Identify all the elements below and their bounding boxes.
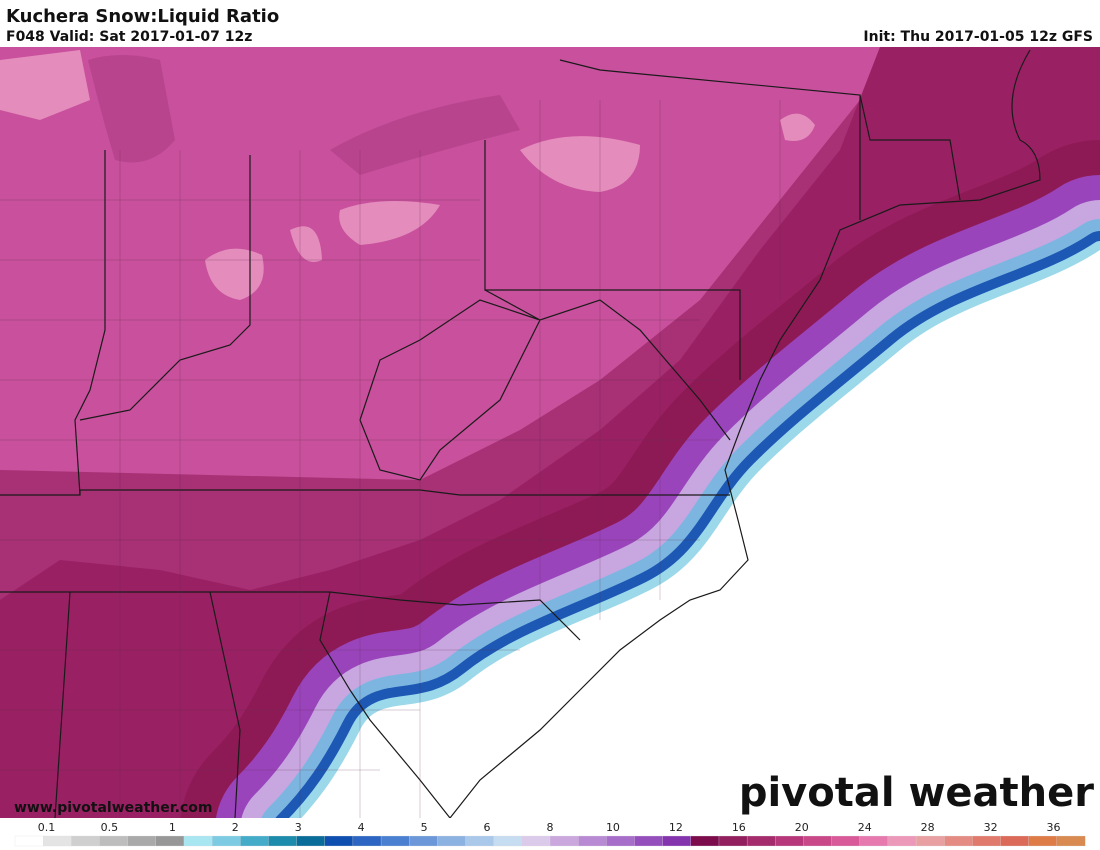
color-swatch <box>352 835 382 847</box>
colorbar-tick-label: 1 <box>169 821 176 834</box>
colorbar-tick-label: 16 <box>732 821 746 834</box>
color-swatch <box>1028 835 1058 847</box>
county-lines <box>0 100 781 818</box>
color-swatch <box>775 835 804 847</box>
color-swatch <box>1056 835 1086 847</box>
header: Kuchera Snow:Liquid Ratio F048 Valid: Sa… <box>0 0 1100 47</box>
color-swatch <box>578 835 607 847</box>
valid-time: F048 Valid: Sat 2017-01-07 12z <box>6 29 252 45</box>
init-time: Init: Thu 2017-01-05 12z GFS <box>863 29 1093 45</box>
color-swatch <box>803 835 833 847</box>
color-swatch <box>296 835 326 847</box>
color-swatch <box>240 835 269 847</box>
color-swatch <box>859 835 889 847</box>
color-swatch <box>887 835 917 847</box>
colorbar-tick-label: 8 <box>547 821 554 834</box>
color-swatch <box>690 835 720 847</box>
color-swatch <box>915 835 945 847</box>
colorbar-tick-label: 12 <box>669 821 683 834</box>
color-swatch <box>71 835 100 847</box>
color-swatch <box>662 835 692 847</box>
borders <box>0 49 1041 819</box>
colorbar-tick-label: 10 <box>606 821 620 834</box>
lake-michigan <box>88 55 175 163</box>
color-swatch <box>606 835 635 847</box>
color-swatch <box>634 835 664 847</box>
color-swatch <box>155 835 185 847</box>
title: Kuchera Snow:Liquid Ratio <box>6 6 279 27</box>
light-patches <box>0 50 815 300</box>
color-swatch <box>380 835 410 847</box>
color-swatch <box>493 835 523 847</box>
colorbar-tick-label: 2 <box>232 821 239 834</box>
color-swatch <box>1000 835 1030 847</box>
colorbar-tick-label: 24 <box>858 821 872 834</box>
logo: pivotal weather <box>739 770 1094 816</box>
color-swatch <box>268 835 298 847</box>
color-swatch <box>43 835 72 847</box>
color-swatch <box>746 835 776 847</box>
color-swatch <box>14 835 44 847</box>
color-swatch <box>99 835 129 847</box>
colorbar-tick-label: 4 <box>358 821 365 834</box>
color-swatch <box>972 835 1001 847</box>
website: www.pivotalweather.com <box>14 800 213 816</box>
color-swatch <box>718 835 748 847</box>
color-swatch <box>549 835 579 847</box>
colorbar-tick-label: 36 <box>1047 821 1061 834</box>
color-swatch <box>521 835 551 847</box>
colorbar-tick-label: 28 <box>921 821 935 834</box>
color-swatch <box>211 835 241 847</box>
color-swatch <box>465 835 495 847</box>
colorbar: 0.1 0.5 1 2 3 4 5 6 8 10 12 16 20 24 28 32 36 <box>14 821 1086 847</box>
colorbar-tick-label: 6 <box>484 821 491 834</box>
colorbar-tick-label: 32 <box>984 821 998 834</box>
color-swatch <box>183 835 213 847</box>
colorbar-tick-label: 5 <box>421 821 428 834</box>
no-snow-area <box>290 250 1100 830</box>
color-swatch <box>831 835 861 847</box>
color-swatch <box>127 835 157 847</box>
color-swatch <box>944 835 973 847</box>
colorbar-tick-label: 3 <box>295 821 302 834</box>
color-swatch <box>324 835 354 847</box>
colorbar-tick-label: 0.1 <box>38 821 56 834</box>
lake-erie <box>330 95 520 175</box>
color-swatch <box>409 835 438 847</box>
colorbar-tick-label: 20 <box>795 821 809 834</box>
colorbar-tick-label: 0.5 <box>101 821 119 834</box>
color-swatch <box>437 835 466 847</box>
map <box>0 47 1100 850</box>
